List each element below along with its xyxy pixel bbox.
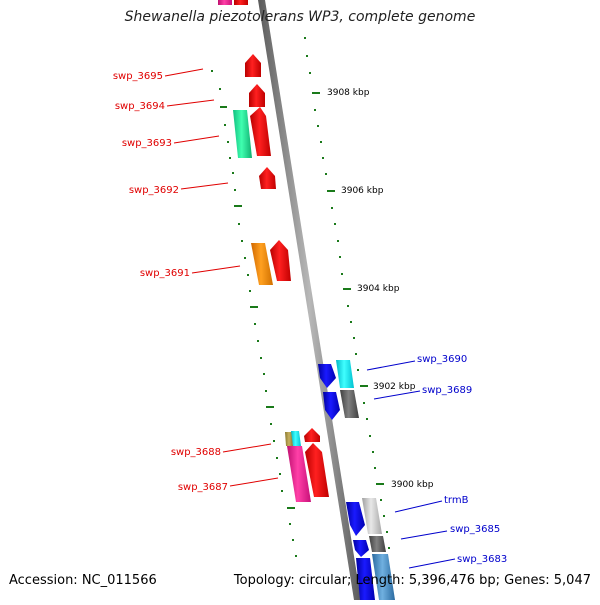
genome-backbone xyxy=(258,0,361,600)
gene-feature-swp-3685-b[interactable] xyxy=(369,536,386,552)
scale-label: 3900 kbp xyxy=(391,480,434,490)
scale-label: 3908 kbp xyxy=(327,88,370,98)
right-leader-lines xyxy=(366,360,456,569)
gene-feature xyxy=(218,0,232,5)
gene-label-trmB[interactable]: trmB xyxy=(444,495,469,506)
gene-feature-swp-3691-b[interactable] xyxy=(270,240,291,281)
gene-feature-swp-3683-b[interactable] xyxy=(372,554,395,600)
gene-feature-swp-3691-a[interactable] xyxy=(251,243,273,285)
gene-feature-swp-3689-b[interactable] xyxy=(340,390,359,418)
gene-feature-swp-3692[interactable] xyxy=(259,167,276,189)
gene-label-swp-3688[interactable]: swp_3688 xyxy=(171,447,221,458)
gene-feature xyxy=(234,0,248,5)
gene-feature-swp-3688-a[interactable] xyxy=(285,432,293,446)
gene-label-swp-3692[interactable]: swp_3692 xyxy=(129,185,179,196)
gene-feature-swp-3693-b[interactable] xyxy=(250,107,271,156)
scale-label: 3902 kbp xyxy=(373,382,416,392)
scale-label: 3906 kbp xyxy=(341,186,384,196)
outer-tick-track xyxy=(304,37,390,549)
gene-label-swp-3687[interactable]: swp_3687 xyxy=(178,482,228,493)
gene-feature-swp-3685-a[interactable] xyxy=(353,540,369,557)
gene-feature-swp-3690-b[interactable] xyxy=(336,360,354,388)
gene-feature-swp-3694[interactable] xyxy=(249,84,265,107)
gene-label-swp-3683[interactable]: swp_3683 xyxy=(457,554,507,565)
gene-feature-swp-3688-c[interactable] xyxy=(304,428,320,442)
left-leader-lines xyxy=(164,68,279,487)
gene-feature-swp-3690-a[interactable] xyxy=(318,364,336,388)
gene-label-swp-3693[interactable]: swp_3693 xyxy=(122,138,172,149)
gene-feature-trmB-a[interactable] xyxy=(346,502,365,536)
gene-label-swp-3690[interactable]: swp_3690 xyxy=(417,354,467,365)
gene-feature-swp-3687-a[interactable] xyxy=(287,446,311,502)
gene-feature-trmB-b[interactable] xyxy=(362,498,382,534)
gene-feature-swp-3693-a[interactable] xyxy=(233,110,252,158)
gene-features-top xyxy=(218,0,248,5)
gene-feature-swp-3687-b[interactable] xyxy=(305,443,329,497)
inner-tick-track xyxy=(211,70,297,557)
gene-feature-swp-3689-a[interactable] xyxy=(323,392,340,420)
gene-feature-swp-3683-a[interactable] xyxy=(356,558,375,600)
gene-feature-swp-3688-b[interactable] xyxy=(291,431,301,446)
gene-label-swp-3689[interactable]: swp_3689 xyxy=(422,385,472,396)
genome-summary-text: Topology: circular; Length: 5,396,476 bp… xyxy=(233,573,591,588)
accession-text: Accession: NC_011566 xyxy=(9,573,157,588)
gene-label-swp-3691[interactable]: swp_3691 xyxy=(140,268,190,279)
genome-title: Shewanella piezotolerans WP3, complete g… xyxy=(124,9,476,25)
scale-label: 3904 kbp xyxy=(357,284,400,294)
gene-label-swp-3685[interactable]: swp_3685 xyxy=(450,524,500,535)
gene-feature-swp-3695[interactable] xyxy=(245,54,261,77)
gene-label-swp-3695[interactable]: swp_3695 xyxy=(113,71,163,82)
gene-label-swp-3694[interactable]: swp_3694 xyxy=(115,101,165,112)
